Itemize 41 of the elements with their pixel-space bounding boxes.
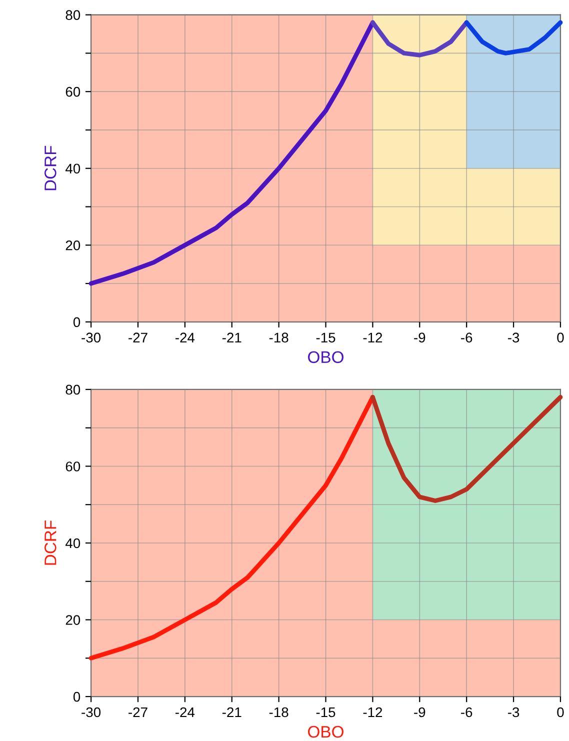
y-tick-label: 0 <box>73 317 80 328</box>
y-tick-label: 80 <box>66 384 80 395</box>
y-tick-label: 20 <box>66 615 80 625</box>
x-tick-label: -30 <box>82 332 101 343</box>
x-tick-label: -12 <box>363 332 382 342</box>
y-tick-label: 80 <box>66 10 80 20</box>
y-axis-title: DCRF <box>44 520 56 565</box>
y-tick-label: 40 <box>65 164 80 174</box>
line-series <box>88 394 375 660</box>
x-tick-label: -21 <box>222 707 242 718</box>
x-tick-label: -6 <box>461 332 472 343</box>
x-tick-label: 0 <box>557 707 564 718</box>
line-series <box>370 20 469 58</box>
x-tick-label: -3 <box>508 707 520 718</box>
x-tick-label: -30 <box>82 707 101 718</box>
line-series <box>464 20 563 56</box>
x-tick-label: -15 <box>316 332 336 343</box>
x-tick-label: -18 <box>269 332 288 343</box>
x-tick-label: -15 <box>316 707 336 718</box>
y-tick-label: 60 <box>66 86 80 97</box>
x-tick-label: -27 <box>128 332 148 342</box>
y-tick-label: 60 <box>66 462 80 472</box>
x-tick-label: -9 <box>414 332 426 343</box>
y-tick-label: 40 <box>65 538 80 548</box>
x-tick-label: 0 <box>557 332 564 343</box>
y-tick-label: 0 <box>73 692 80 702</box>
x-tick-label: -24 <box>176 332 195 342</box>
x-tick-label: -21 <box>222 332 242 342</box>
x-tick-label: -27 <box>128 707 148 718</box>
x-axis-title: OBO <box>308 351 344 364</box>
x-axis-title: OBO <box>308 726 344 738</box>
line-series <box>370 394 563 503</box>
x-tick-label: -6 <box>461 707 472 718</box>
y-axis-title: DCRF <box>44 146 56 190</box>
y-tick-label: 20 <box>66 240 80 250</box>
line-series <box>88 20 375 286</box>
x-tick-label: -9 <box>414 707 426 718</box>
x-tick-label: -18 <box>269 707 288 718</box>
x-tick-label: -12 <box>363 707 382 718</box>
x-tick-label: -3 <box>508 332 520 343</box>
x-tick-label: -24 <box>176 707 195 718</box>
